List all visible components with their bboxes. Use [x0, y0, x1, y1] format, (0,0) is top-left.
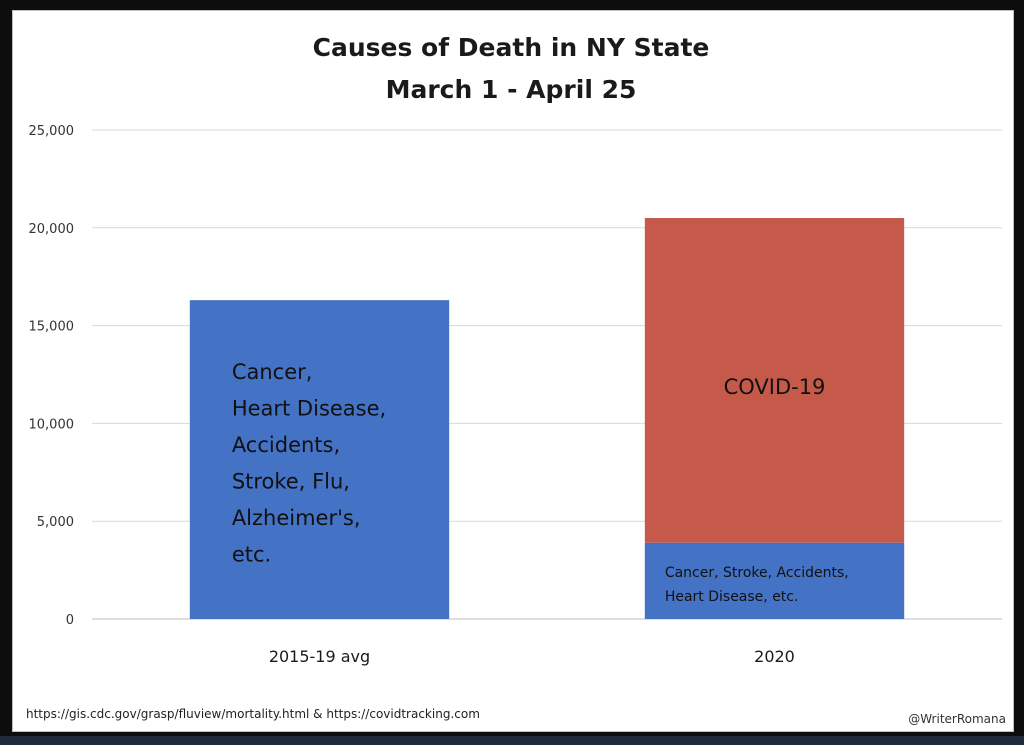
x-category-label: 2015-19 avg — [269, 647, 370, 666]
y-tick-label: 10,000 — [29, 417, 75, 432]
chart-subtitle: March 1 - April 25 — [386, 75, 637, 104]
source-note: https://gis.cdc.gov/grasp/fluview/mortal… — [26, 707, 480, 721]
bar-segment — [189, 300, 450, 619]
chart-title-group: Causes of Death in NY State March 1 - Ap… — [313, 33, 710, 104]
bar-segment — [644, 542, 905, 619]
y-tick-label: 20,000 — [29, 222, 75, 237]
chart-title: Causes of Death in NY State — [313, 33, 710, 62]
x-category-label: 2020 — [754, 647, 795, 666]
bar-labels: Cancer, Heart Disease, Accidents, Stroke, F… — [232, 360, 849, 605]
bar-segment — [644, 218, 905, 543]
bar-text-label: COVID-19 — [724, 375, 826, 399]
bar-text-label: Cancer, Stroke, Accidents, Heart Disease,… — [665, 565, 849, 605]
y-tick-label: 0 — [66, 613, 74, 628]
y-tick-label: 15,000 — [29, 320, 75, 335]
bar-text-label: Cancer, Heart Disease, Accidents, Stroke, F… — [232, 360, 386, 567]
bottom-strip — [0, 736, 1024, 745]
y-tick-label: 25,000 — [29, 124, 75, 139]
credit-handle: @WriterRomana — [908, 712, 1006, 726]
bars — [189, 218, 905, 619]
y-tick-label: 5,000 — [37, 515, 74, 530]
x-axis-categories: 2015-19 avg 2020 — [269, 647, 795, 666]
y-axis-ticks: 0 5,000 10,000 15,000 20,000 25,000 — [29, 124, 75, 628]
